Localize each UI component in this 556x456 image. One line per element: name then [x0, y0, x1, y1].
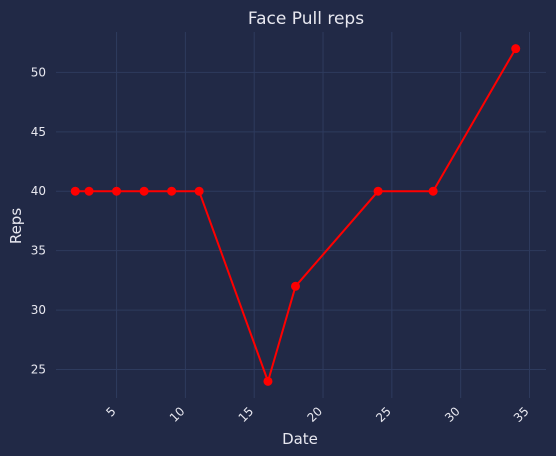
data-point-5: [194, 186, 204, 196]
series-group: [70, 44, 521, 386]
x-tick-label-2: 15: [236, 404, 257, 425]
x-tick-label-0: 5: [103, 404, 118, 419]
data-point-1: [84, 186, 94, 196]
data-point-6: [263, 376, 273, 386]
x-gridlines: [116, 32, 530, 398]
y-tick-label-3: 40: [31, 184, 46, 198]
x-tick-labels: 5 10 15 20 25 30 35: [103, 404, 531, 425]
x-tick-label-1: 10: [167, 404, 188, 425]
x-tick-label-4: 25: [373, 404, 394, 425]
y-tick-label-2: 35: [31, 244, 46, 258]
x-tick-label-3: 20: [304, 404, 325, 425]
data-point-8: [373, 186, 383, 196]
y-tick-label-4: 45: [31, 125, 46, 139]
x-tick-label-6: 35: [511, 404, 532, 425]
data-point-2: [112, 186, 122, 196]
y-axis-label: Reps: [7, 208, 25, 244]
y-tick-label-1: 30: [31, 303, 46, 317]
data-point-0: [70, 186, 80, 196]
data-point-3: [139, 186, 149, 196]
x-tick-label-5: 30: [442, 404, 463, 425]
y-gridlines: [56, 71, 546, 370]
chart-title: Face Pull reps: [248, 9, 364, 29]
y-tick-label-5: 50: [31, 65, 46, 79]
y-tick-label-0: 25: [31, 362, 46, 376]
series-line-0: [75, 48, 517, 383]
data-point-7: [290, 281, 300, 291]
y-tick-labels: 25 30 35 40 45 50: [31, 65, 46, 376]
data-point-4: [167, 186, 177, 196]
x-axis-label: Date: [282, 430, 318, 448]
data-point-10: [511, 44, 521, 54]
data-point-9: [428, 186, 438, 196]
